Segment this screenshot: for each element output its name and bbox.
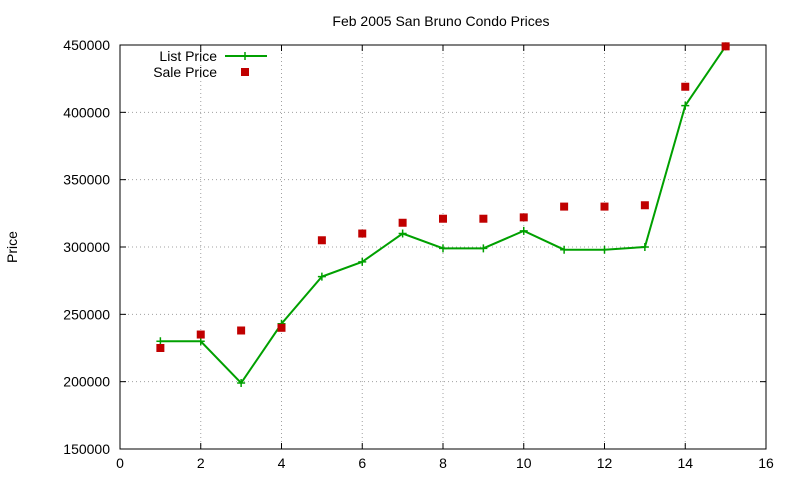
legend-marker [241,52,249,60]
data-point [358,229,367,238]
y-tick-label: 450000 [63,37,110,53]
x-tick-label: 10 [516,455,532,471]
y-tick-label: 250000 [63,306,110,322]
data-point [156,337,165,346]
y-tick-label: 350000 [63,172,110,188]
data-point [439,214,447,223]
data-point [358,257,367,266]
y-tick-label: 300000 [63,239,110,255]
data-point [681,101,690,110]
y-tick-label: 400000 [63,104,110,120]
x-tick-label: 2 [197,455,205,471]
data-point [196,337,205,346]
x-tick-label: 4 [278,455,286,471]
series [156,42,730,388]
data-point [479,214,488,223]
data-point [600,202,609,211]
legend-label: List Price [159,48,217,64]
legend-label: Sale Price [153,64,217,80]
data-point [398,218,407,227]
data-point [156,344,165,352]
x-tick-label: 8 [439,455,447,471]
data-point [560,202,569,211]
data-point [519,213,528,222]
x-tick-label: 16 [758,455,774,471]
data-point [640,201,649,210]
x-tick-label: 0 [116,455,124,471]
data-point [317,272,326,281]
data-point [237,379,246,388]
data-point [560,245,569,254]
data-point [237,326,246,335]
series-sale-price [156,42,730,352]
data-point [439,244,447,253]
x-tick-label: 12 [597,455,613,471]
data-point [640,243,649,251]
chart-title: Feb 2005 San Bruno Condo Prices [332,13,549,29]
x-tick-label: 14 [677,455,693,471]
data-point [277,323,286,332]
data-point [519,226,528,235]
x-tick-label: 6 [358,455,366,471]
data-point [721,42,730,51]
y-tick-label: 200000 [63,374,110,390]
grid [120,45,766,449]
series-list-price [156,42,730,388]
data-point [196,330,205,339]
data-point [317,236,326,245]
data-point [600,245,609,254]
data-point [479,244,488,253]
y-axis-label: Price [4,231,20,263]
axis-ticks: 0 2 4 6 8 10 12 14 16 150000 200000 250000 300000 350… [63,37,774,471]
legend-marker [241,68,249,76]
y-tick-label: 150000 [63,441,110,457]
data-point [681,82,690,91]
series-line [160,45,727,385]
data-point [398,229,407,238]
